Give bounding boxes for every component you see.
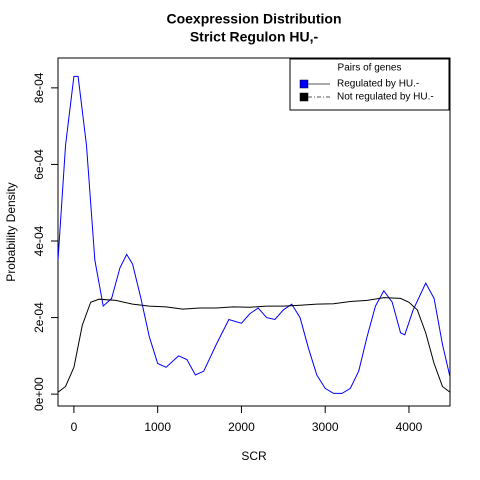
series-line: [58, 297, 450, 393]
y-tick-label: 2e-04: [32, 302, 46, 333]
y-tick-label: 4e-04: [32, 225, 46, 256]
plot-frame: [57, 57, 451, 407]
series-line: [58, 75, 450, 394]
x-tick-label: 0: [71, 420, 78, 434]
legend-title: Pairs of genes: [338, 63, 402, 74]
x-tick-label: 1000: [144, 420, 171, 434]
y-axis-label: Probability Density: [4, 182, 18, 281]
legend-swatch: [299, 79, 309, 89]
legend-label: Not regulated by HU.-: [337, 92, 434, 103]
chart-title: Coexpression Distribution: [166, 11, 341, 27]
chart-subtitle: Strict Regulon HU,-: [190, 29, 319, 45]
legend-label: Regulated by HU.-: [337, 79, 419, 90]
legend-swatch: [299, 92, 309, 102]
y-tick-label: 6e-04: [32, 149, 46, 180]
x-tick-label: 2000: [228, 420, 255, 434]
x-tick-label: 3000: [312, 420, 339, 434]
y-tick-label: 8e-04: [32, 72, 46, 103]
x-tick-label: 4000: [396, 420, 423, 434]
y-tick-label: 0e+00: [32, 377, 46, 411]
x-axis-label: SCR: [241, 449, 267, 463]
